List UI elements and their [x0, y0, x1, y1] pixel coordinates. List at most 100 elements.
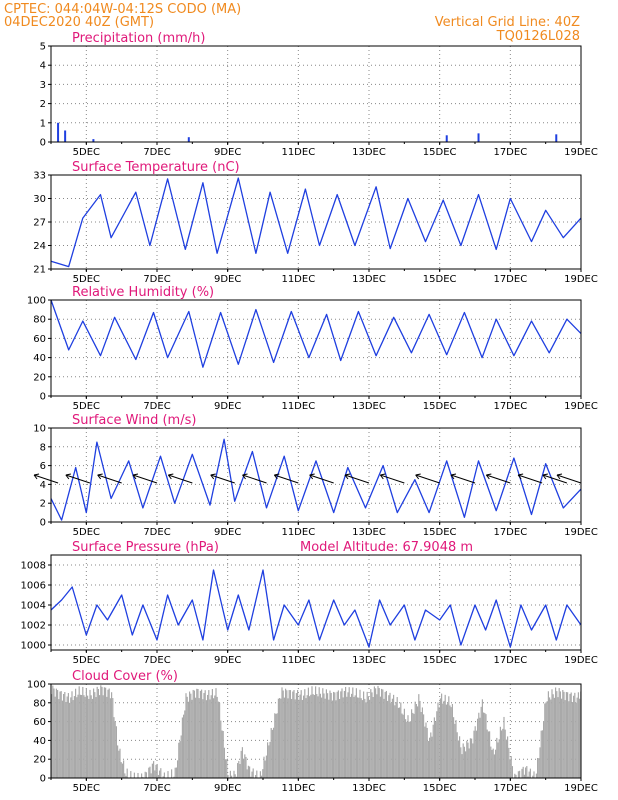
cloud-column — [335, 700, 337, 778]
cloud-column — [223, 747, 225, 778]
cloud-column — [433, 717, 435, 778]
wind-arrow-head — [273, 473, 280, 480]
rh-xtick-label: 5DEC — [73, 401, 100, 412]
cloud-column — [559, 691, 561, 778]
wind-arrow-icon — [415, 473, 440, 484]
cloud-column — [319, 693, 321, 778]
cloud-column — [174, 767, 176, 778]
wind-arrow-shaft — [65, 474, 91, 484]
cloud-column — [238, 760, 240, 778]
cloud-column — [226, 759, 228, 778]
cloud-column — [550, 699, 552, 778]
cloud-ytick-label: 60 — [33, 717, 46, 728]
precip-xtick-label: 11DEC — [281, 147, 315, 158]
cloud-column — [219, 702, 221, 778]
cloud-column — [348, 687, 350, 778]
cloud-ytick-label: 100 — [27, 680, 46, 691]
cloud-column — [87, 695, 89, 778]
cloud-column — [88, 698, 90, 778]
cloud-column — [395, 702, 397, 778]
cloud-column — [564, 700, 566, 778]
cloud-column — [425, 722, 427, 778]
cloud-column — [283, 697, 285, 778]
precip-bar — [477, 133, 480, 142]
cloud-column — [522, 766, 524, 778]
cloud-column — [402, 714, 404, 778]
cloud-column — [73, 696, 75, 778]
cloud-column — [287, 698, 289, 778]
cloud-column — [417, 706, 419, 778]
precip-ytick-label: 1 — [40, 118, 46, 129]
cloud-column — [97, 688, 99, 778]
cloud-ytick-label: 0 — [40, 774, 46, 785]
wind-arrow-shaft — [210, 474, 235, 484]
cloud-column — [328, 699, 330, 778]
cloud-column — [441, 693, 443, 778]
wind-arrow-icon — [542, 473, 568, 484]
cloud-column — [89, 689, 91, 778]
cloud-column — [444, 694, 446, 778]
cloud-column — [555, 687, 557, 778]
cloud-column — [351, 693, 353, 778]
cloud-column — [423, 714, 425, 778]
pres-ytick-label: 1006 — [21, 581, 46, 592]
cloud-column — [510, 756, 512, 778]
rh-xtick-label: 13DEC — [352, 401, 386, 412]
wind-arrow-icon — [517, 473, 543, 484]
cloud-column — [333, 691, 335, 778]
cloud-column — [265, 755, 267, 778]
cloud-column — [390, 703, 392, 778]
cloud-column — [484, 712, 486, 778]
rh-xtick-label: 15DEC — [423, 401, 457, 412]
cloud-column — [227, 774, 229, 778]
cloud-column — [299, 694, 301, 778]
cloud-column — [529, 768, 531, 778]
cloud-column — [157, 774, 159, 778]
cloud-column — [301, 699, 303, 778]
cloud-column — [173, 776, 175, 778]
cloud-column — [95, 697, 97, 778]
cloud-column — [267, 742, 269, 778]
cloud-column — [216, 696, 218, 778]
cloud-xtick-label: 13DEC — [352, 783, 386, 794]
cloud-column — [59, 691, 61, 778]
cloud-column — [358, 697, 360, 778]
cloud-column — [306, 695, 308, 778]
cloud-column — [53, 688, 55, 778]
cloud-column — [378, 688, 380, 778]
temp-ytick-label: 24 — [33, 241, 46, 252]
header-location: CPTEC: 044:04W-04:12S CODO (MA) — [4, 2, 241, 17]
rh-xtick-label: 17DEC — [493, 401, 527, 412]
cloud-column — [383, 698, 385, 778]
cloud-column — [491, 749, 493, 778]
wind-arrow-icon — [33, 473, 59, 484]
cloud-column — [231, 775, 233, 778]
temp-ytick-label: 21 — [33, 265, 46, 276]
wind-arrow-head — [556, 473, 563, 480]
temp-ytick-label: 30 — [33, 194, 46, 205]
cloud-column — [321, 697, 323, 778]
cloud-column — [567, 692, 569, 778]
cloud-column — [412, 712, 414, 778]
cloud-column — [99, 695, 101, 778]
precip-xtick-label: 19DEC — [564, 147, 598, 158]
cloud-column — [508, 747, 510, 778]
wind-arrow-shaft — [380, 474, 405, 484]
precip-xtick-label: 17DEC — [493, 147, 527, 158]
cloud-column — [483, 712, 485, 778]
cloud-column — [77, 694, 79, 778]
cloud-column — [411, 709, 413, 778]
cloud-column — [112, 698, 114, 778]
cloud-column — [297, 690, 299, 778]
cloud-column — [450, 707, 452, 778]
cloud-column — [251, 771, 253, 778]
pres-xtick-label: 9DEC — [214, 655, 241, 666]
wind-ytick-label: 2 — [40, 499, 46, 510]
cloud-column — [511, 766, 513, 778]
wind-arrow-head — [33, 473, 40, 480]
cloud-column — [371, 692, 373, 778]
cloud-column — [213, 698, 215, 778]
cloud-column — [437, 702, 439, 778]
cloud-column — [126, 768, 128, 778]
temp-xtick-label: 9DEC — [214, 274, 241, 285]
